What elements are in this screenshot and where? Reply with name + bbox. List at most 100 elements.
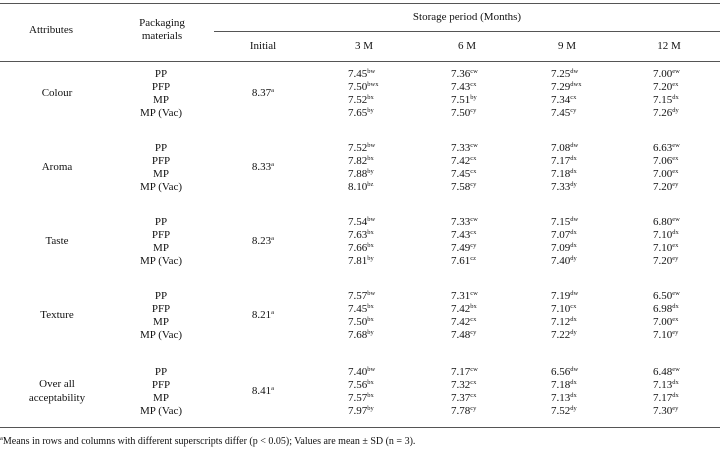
superscript: bx (367, 155, 374, 162)
value-cell: 7.49cy (451, 242, 476, 255)
initial-value: 8.23a (252, 235, 274, 248)
value-cell: 7.09dx (551, 242, 577, 255)
superscript: cy (470, 329, 477, 336)
packaging-label: PFP (151, 229, 171, 241)
attribute-label: Aroma (41, 161, 73, 173)
value-cell: 6.48ew (653, 366, 680, 379)
superscript: cy (470, 181, 477, 188)
superscript: by (367, 107, 374, 114)
superscript: ey (672, 255, 679, 262)
packaging-label: PP (154, 68, 168, 80)
value-cell: 7.37cx (451, 392, 476, 405)
value-cell: 7.15dx (653, 94, 679, 107)
superscript: ey (672, 181, 679, 188)
value-cell: 7.08dw (551, 142, 578, 155)
value-cell: 7.42cx (451, 316, 476, 329)
value: 7.36 (451, 68, 471, 80)
value: 7.48 (451, 329, 471, 341)
value: 7.19 (551, 290, 571, 302)
value-cell: 7.10ey (653, 329, 678, 342)
superscript: cx (470, 155, 477, 162)
superscript: cz (470, 255, 477, 262)
packaging-label: PP (154, 290, 168, 302)
superscript: ex (672, 155, 679, 162)
value-cell: 7.20ey (653, 255, 678, 268)
superscript: a (271, 87, 275, 94)
superscript: ex (672, 316, 679, 323)
superscript: dy (570, 329, 577, 336)
value-cell: 7.33dy (551, 181, 577, 194)
value: 7.30 (653, 405, 673, 417)
value: 7.10 (551, 303, 571, 315)
value-cell: 6.98dx (653, 303, 679, 316)
superscript: bw (367, 290, 376, 297)
superscript: cy (470, 107, 477, 114)
attribute-label: Colour (41, 87, 73, 99)
value-cell: 7.57bx (348, 392, 374, 405)
superscript: dx (672, 392, 679, 399)
value: 7.20 (653, 181, 673, 193)
value-cell: 7.32cx (451, 379, 476, 392)
packaging-label: MP (Vac) (139, 181, 183, 193)
value: 7.00 (653, 68, 673, 80)
top-rule (0, 3, 720, 4)
value-cell: 7.65by (348, 107, 374, 120)
value-cell: 7.42cx (451, 155, 476, 168)
value: 7.10 (653, 242, 673, 254)
superscript: a (271, 385, 275, 392)
value: 7.50 (348, 81, 368, 93)
value-cell: 7.00ex (653, 316, 678, 329)
value: 7.20 (653, 81, 673, 93)
header-bottom-rule (0, 61, 720, 62)
superscript: cx (470, 229, 477, 236)
value: 7.57 (348, 290, 368, 302)
value-cell: 7.52dy (551, 405, 577, 418)
superscript: cx (570, 94, 577, 101)
value: 7.34 (551, 94, 571, 106)
value-cell: 7.18dx (551, 168, 577, 181)
value-cell: 7.33cw (451, 142, 478, 155)
value: 6.50 (653, 290, 673, 302)
packaging-label: PP (154, 142, 168, 154)
initial-value: 8.41a (252, 385, 274, 398)
footnote: aMeans in rows and columns with differen… (0, 435, 415, 447)
value: 7.09 (551, 242, 571, 254)
packaging-label: MP (153, 392, 169, 404)
value: 7.10 (653, 229, 673, 241)
superscript: dx (672, 303, 679, 310)
packaging-label: MP (Vac) (139, 329, 183, 341)
superscript: bx (367, 94, 374, 101)
value-cell: 6.63ew (653, 142, 680, 155)
superscript: by (367, 168, 374, 175)
value: 6.80 (653, 216, 673, 228)
superscript: cx (470, 316, 477, 323)
superscript: bx (367, 242, 374, 249)
value: 7.97 (348, 405, 368, 417)
value: 7.12 (551, 316, 571, 328)
superscript: ex (672, 168, 679, 175)
value: 8.33 (251, 161, 272, 173)
superscript: ew (672, 142, 680, 149)
value-cell: 7.42bx (451, 303, 477, 316)
superscript: cx (470, 379, 477, 386)
value-cell: 7.15dw (551, 216, 578, 229)
value-cell: 7.07dx (551, 229, 577, 242)
value-cell: 6.80ew (653, 216, 680, 229)
value: 7.37 (451, 392, 471, 404)
value: 7.45 (348, 68, 368, 80)
value: 7.81 (348, 255, 368, 267)
value: 6.63 (653, 142, 673, 154)
packaging-label: MP (153, 168, 169, 180)
value-cell: 7.66bx (348, 242, 374, 255)
superscript: cx (470, 392, 477, 399)
header-packaging-line1: Packaging (139, 17, 185, 29)
value: 7.15 (551, 216, 571, 228)
value: 7.40 (551, 255, 571, 267)
value: 7.45 (348, 303, 368, 315)
value: 7.17 (653, 392, 673, 404)
superscript: ew (672, 366, 680, 373)
initial-value: 8.37a (252, 87, 274, 100)
value-cell: 7.45bw (348, 68, 375, 81)
superscript: cy (570, 107, 577, 114)
value: 7.22 (551, 329, 571, 341)
